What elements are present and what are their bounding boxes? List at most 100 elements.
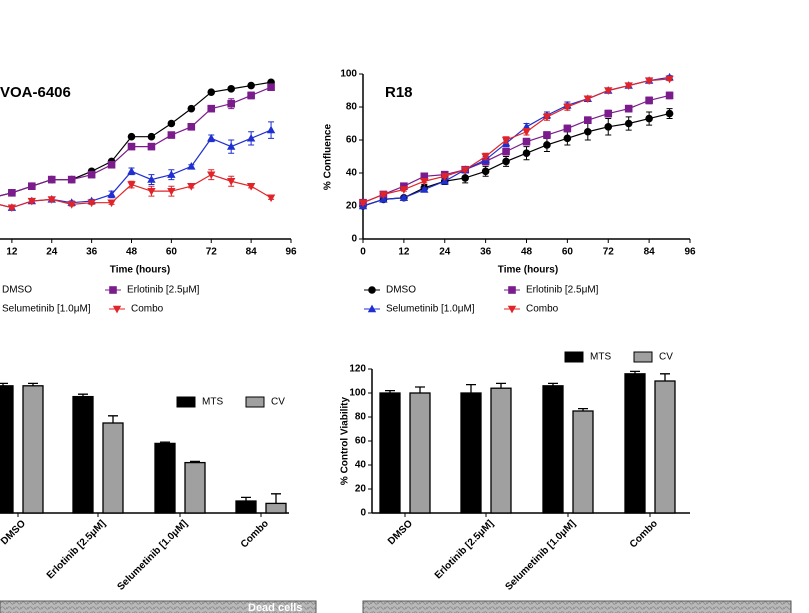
marker xyxy=(67,201,76,209)
marker xyxy=(226,142,236,150)
series-line xyxy=(0,173,272,209)
series-line xyxy=(362,113,670,207)
x-tick-label: 24 xyxy=(439,247,451,258)
marker xyxy=(563,124,572,133)
marker xyxy=(87,199,96,208)
y-axis-label: % Control Viability xyxy=(340,396,351,485)
marker xyxy=(226,178,236,186)
marker xyxy=(227,85,235,93)
legend-label: Combo xyxy=(131,304,164,315)
bar xyxy=(379,392,401,514)
series-line xyxy=(0,129,272,209)
marker xyxy=(645,114,653,123)
y-tick-label: 100 xyxy=(349,388,366,399)
marker xyxy=(247,91,255,100)
x-tick-label: Combo xyxy=(628,518,660,550)
error-bar xyxy=(496,382,506,389)
y-tick-label: 0 xyxy=(351,234,357,245)
x-tick-label: 96 xyxy=(684,247,696,258)
marker xyxy=(167,131,176,139)
marker xyxy=(508,286,516,294)
marker xyxy=(379,191,388,199)
marker xyxy=(420,185,429,193)
marker xyxy=(624,82,633,90)
bar xyxy=(490,387,512,514)
marker xyxy=(502,157,510,166)
y-tick-label: 80 xyxy=(346,102,358,113)
marker xyxy=(87,170,96,179)
marker xyxy=(604,87,613,95)
error-bar xyxy=(108,415,118,423)
bar xyxy=(0,385,14,514)
marker xyxy=(67,175,76,184)
marker xyxy=(358,199,368,208)
marker xyxy=(187,183,196,191)
marker xyxy=(127,166,136,175)
marker xyxy=(266,125,276,134)
x-tick-label: 84 xyxy=(644,247,656,258)
x-tick-label: Erlotinib [2.5μM] xyxy=(433,518,496,581)
marker xyxy=(563,103,572,112)
legend-swatch xyxy=(176,396,196,408)
x-tick-label: 96 xyxy=(285,247,297,258)
legend-label: Selumetinib [1.0μM] xyxy=(2,304,91,315)
marker xyxy=(522,149,531,157)
y-tick-label: 120 xyxy=(349,364,366,375)
error-bar xyxy=(271,493,281,504)
y-tick-label: 40 xyxy=(346,168,358,179)
marker xyxy=(367,304,377,313)
marker xyxy=(187,104,196,113)
x-tick-label: 60 xyxy=(562,247,574,258)
marker xyxy=(147,142,156,151)
marker xyxy=(47,196,56,204)
marker xyxy=(147,132,156,141)
legend-swatch xyxy=(633,351,653,363)
marker xyxy=(167,187,176,196)
marker xyxy=(644,77,654,85)
marker xyxy=(522,128,531,137)
marker xyxy=(563,134,572,143)
microscopy-image xyxy=(0,600,317,613)
marker xyxy=(665,91,674,100)
marker xyxy=(542,113,552,122)
marker xyxy=(420,178,429,186)
x-tick-label: Erlotinib [2.5μM] xyxy=(45,518,108,581)
legend-swatch xyxy=(245,396,265,408)
marker xyxy=(167,170,176,178)
marker xyxy=(266,194,276,203)
legend-label: Erlotinib [2.5μM] xyxy=(127,285,200,296)
marker xyxy=(400,182,408,190)
y-tick-label: 100 xyxy=(340,69,357,80)
x-tick-label: 48 xyxy=(521,247,533,258)
y-tick-label: 20 xyxy=(355,484,367,495)
marker xyxy=(461,174,469,182)
bar xyxy=(409,392,431,514)
marker xyxy=(227,99,235,108)
marker xyxy=(665,109,674,118)
x-tick-label: 24 xyxy=(46,247,58,258)
bar xyxy=(72,395,94,514)
marker xyxy=(267,83,275,91)
bar xyxy=(184,461,206,514)
legend-label: Erlotinib [2.5μM] xyxy=(526,285,599,296)
marker xyxy=(481,153,490,161)
marker xyxy=(187,123,196,131)
marker xyxy=(584,116,592,124)
marker xyxy=(109,286,117,294)
marker xyxy=(47,175,56,184)
marker xyxy=(246,133,256,142)
bar xyxy=(460,392,482,514)
bar xyxy=(22,385,44,514)
marker xyxy=(28,182,36,190)
marker xyxy=(420,172,429,181)
marker xyxy=(127,181,136,189)
marker xyxy=(207,88,216,96)
marker xyxy=(502,147,510,156)
y-axis-label: % Confluence xyxy=(323,124,334,191)
x-tick-label: 72 xyxy=(603,247,615,258)
marker xyxy=(543,141,551,149)
bar xyxy=(624,373,646,514)
marker xyxy=(501,136,511,145)
legend-label: MTS xyxy=(590,352,611,363)
